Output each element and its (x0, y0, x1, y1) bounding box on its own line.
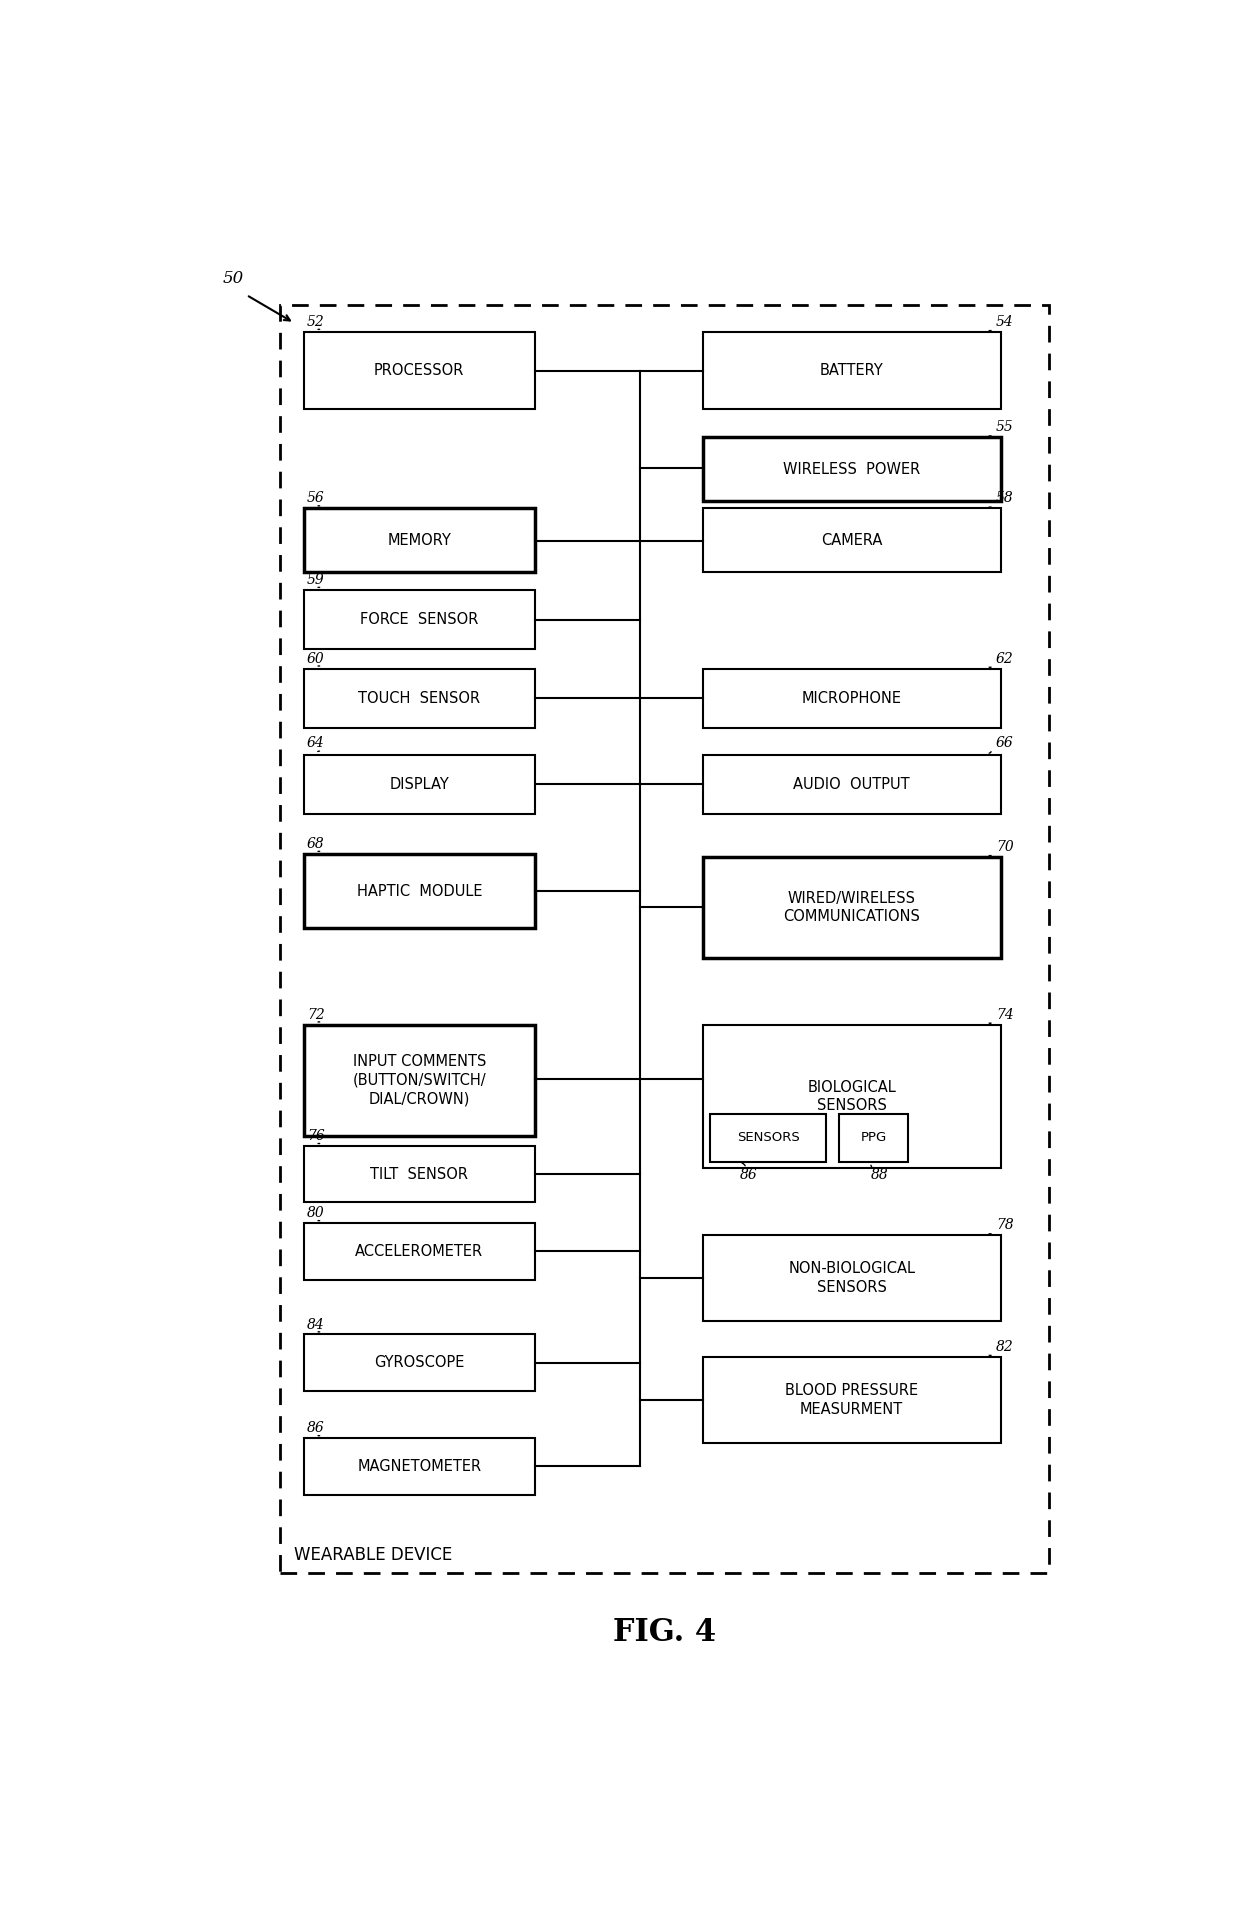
FancyBboxPatch shape (304, 1025, 534, 1136)
Text: 58: 58 (996, 491, 1013, 505)
Text: 74: 74 (996, 1007, 1013, 1021)
Text: AUDIO  OUTPUT: AUDIO OUTPUT (794, 776, 910, 792)
FancyBboxPatch shape (839, 1113, 909, 1163)
FancyBboxPatch shape (703, 331, 1001, 408)
FancyBboxPatch shape (304, 755, 534, 815)
Text: MAGNETOMETER: MAGNETOMETER (357, 1460, 481, 1473)
Text: 60: 60 (306, 651, 325, 666)
Text: INPUT COMMENTS
(BUTTON/SWITCH/
DIAL/CROWN): INPUT COMMENTS (BUTTON/SWITCH/ DIAL/CROW… (352, 1054, 486, 1106)
Text: DISPLAY: DISPLAY (389, 776, 449, 792)
FancyBboxPatch shape (304, 331, 534, 408)
FancyBboxPatch shape (304, 589, 534, 649)
FancyBboxPatch shape (711, 1113, 826, 1163)
Text: SENSORS: SENSORS (737, 1131, 800, 1144)
Text: TOUCH  SENSOR: TOUCH SENSOR (358, 691, 480, 705)
Text: TILT  SENSOR: TILT SENSOR (371, 1167, 469, 1183)
Text: 76: 76 (306, 1129, 325, 1144)
Text: 50: 50 (222, 270, 243, 287)
Text: 64: 64 (306, 736, 325, 749)
FancyBboxPatch shape (703, 755, 1001, 815)
FancyBboxPatch shape (703, 857, 1001, 957)
FancyBboxPatch shape (703, 1025, 1001, 1169)
Text: FORCE  SENSOR: FORCE SENSOR (360, 612, 479, 628)
Text: 68: 68 (306, 838, 325, 851)
Text: WIRELESS  POWER: WIRELESS POWER (784, 462, 920, 476)
Text: 72: 72 (306, 1007, 325, 1021)
Text: FIG. 4: FIG. 4 (613, 1618, 715, 1649)
Text: ACCELEROMETER: ACCELEROMETER (355, 1244, 484, 1260)
Text: 59: 59 (306, 574, 325, 587)
Text: 88: 88 (870, 1169, 889, 1183)
FancyBboxPatch shape (304, 1223, 534, 1279)
FancyBboxPatch shape (703, 668, 1001, 728)
Text: 80: 80 (306, 1206, 325, 1221)
FancyBboxPatch shape (703, 1356, 1001, 1443)
FancyBboxPatch shape (703, 437, 1001, 501)
Text: HAPTIC  MODULE: HAPTIC MODULE (357, 884, 482, 899)
Text: WIRED/WIRELESS
COMMUNICATIONS: WIRED/WIRELESS COMMUNICATIONS (784, 890, 920, 924)
FancyBboxPatch shape (703, 508, 1001, 572)
Text: BATTERY: BATTERY (820, 362, 884, 377)
Text: NON-BIOLOGICAL
SENSORS: NON-BIOLOGICAL SENSORS (789, 1262, 915, 1294)
Text: 54: 54 (996, 316, 1013, 329)
Text: WEARABLE DEVICE: WEARABLE DEVICE (294, 1547, 453, 1564)
FancyBboxPatch shape (703, 1235, 1001, 1321)
Text: 55: 55 (996, 420, 1013, 433)
Text: BLOOD PRESSURE
MEASURMENT: BLOOD PRESSURE MEASURMENT (785, 1383, 919, 1416)
Text: PROCESSOR: PROCESSOR (374, 362, 465, 377)
Text: 82: 82 (996, 1340, 1013, 1354)
Text: BIOLOGICAL
SENSORS: BIOLOGICAL SENSORS (807, 1080, 897, 1113)
Text: MICROPHONE: MICROPHONE (802, 691, 901, 705)
FancyBboxPatch shape (304, 853, 534, 928)
FancyBboxPatch shape (304, 1335, 534, 1391)
Text: 86: 86 (739, 1169, 758, 1183)
Text: MEMORY: MEMORY (387, 534, 451, 547)
Text: 84: 84 (306, 1317, 325, 1331)
FancyBboxPatch shape (304, 668, 534, 728)
Text: 62: 62 (996, 651, 1013, 666)
Text: GYROSCOPE: GYROSCOPE (374, 1356, 465, 1369)
Text: CAMERA: CAMERA (821, 534, 883, 547)
Text: PPG: PPG (861, 1131, 887, 1144)
FancyBboxPatch shape (304, 1439, 534, 1495)
FancyBboxPatch shape (304, 508, 534, 572)
FancyBboxPatch shape (304, 1146, 534, 1202)
Text: 66: 66 (996, 736, 1013, 749)
Text: 56: 56 (306, 491, 325, 505)
Text: 86: 86 (306, 1421, 325, 1435)
Text: 78: 78 (996, 1217, 1013, 1233)
Text: 52: 52 (306, 316, 325, 329)
FancyBboxPatch shape (280, 304, 1049, 1574)
Text: 70: 70 (996, 840, 1013, 853)
